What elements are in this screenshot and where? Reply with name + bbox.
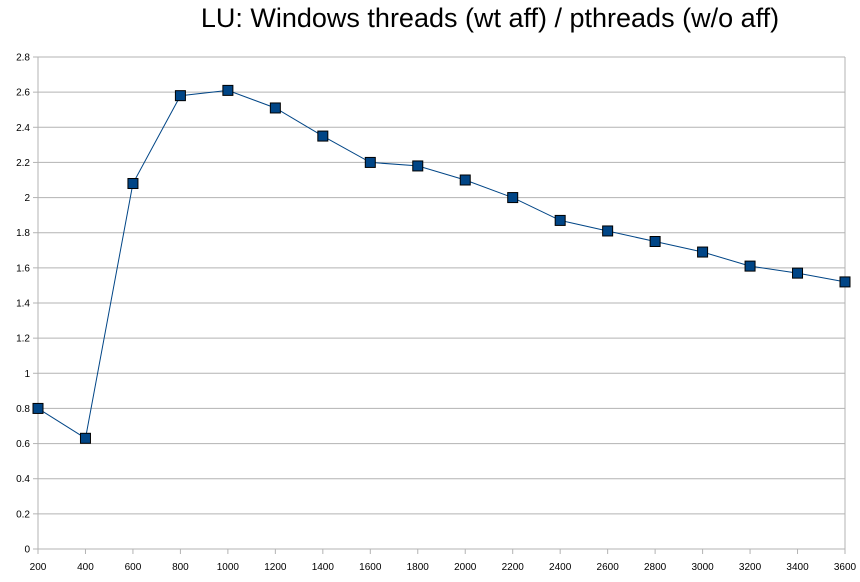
x-tick-label: 3600 [834,562,857,573]
x-tick-label: 2000 [454,562,477,573]
y-tick-label: 1.8 [16,228,30,239]
data-point [79,432,91,444]
y-tick-label: 2.2 [16,158,30,169]
x-tick-label: 200 [30,562,47,573]
y-tick-label: 1.6 [16,263,30,274]
data-point [269,102,281,114]
x-tick-label: 400 [77,562,94,573]
data-point [459,174,471,186]
data-point [839,276,851,288]
x-tick-label: 3000 [691,562,714,573]
data-point [32,402,44,414]
data-point [507,192,519,204]
y-tick-label: 2.6 [16,88,30,99]
x-tick-label: 1800 [407,562,430,573]
x-tick-label: 3400 [786,562,809,573]
x-tick-label: 3200 [739,562,762,573]
x-tick-label: 800 [172,562,189,573]
y-tick-label: 0.6 [16,439,30,450]
data-point [649,236,661,247]
y-tick-label: 1 [24,369,30,380]
y-tick-label: 0.4 [16,474,30,485]
data-point [222,84,234,96]
data-point [174,90,186,102]
data-point [317,130,329,142]
y-tick-label: 0 [24,545,30,556]
x-tick-label: 2600 [597,562,620,573]
x-tick-label: 1000 [217,562,240,573]
x-tick-label: 1200 [264,562,287,573]
y-tick-label: 1.4 [16,299,30,310]
y-tick-label: 2 [24,193,30,204]
data-point [744,260,756,272]
data-point [364,156,376,168]
data-point [602,225,614,237]
series-line [37,89,846,440]
y-tick-label: 0.2 [16,509,30,520]
data-point [792,267,804,279]
x-tick-label: 600 [125,562,142,573]
data-point [697,246,709,258]
y-tick-label: 0.8 [16,404,30,415]
x-tick-label: 2400 [549,562,572,573]
y-tick-label: 2.8 [16,53,30,64]
chart-title: LU: Windows threads (wt aff) / pthreads … [200,3,780,33]
y-tick-label: 2.4 [16,123,30,134]
data-point [127,178,139,190]
data-point [554,214,566,226]
x-tick-label: 1400 [312,562,335,573]
data-point [412,160,424,172]
x-tick-label: 2200 [502,562,525,573]
x-tick-label: 1600 [359,562,382,573]
y-tick-label: 1.2 [16,334,30,345]
x-tick-label: 2800 [644,562,667,573]
